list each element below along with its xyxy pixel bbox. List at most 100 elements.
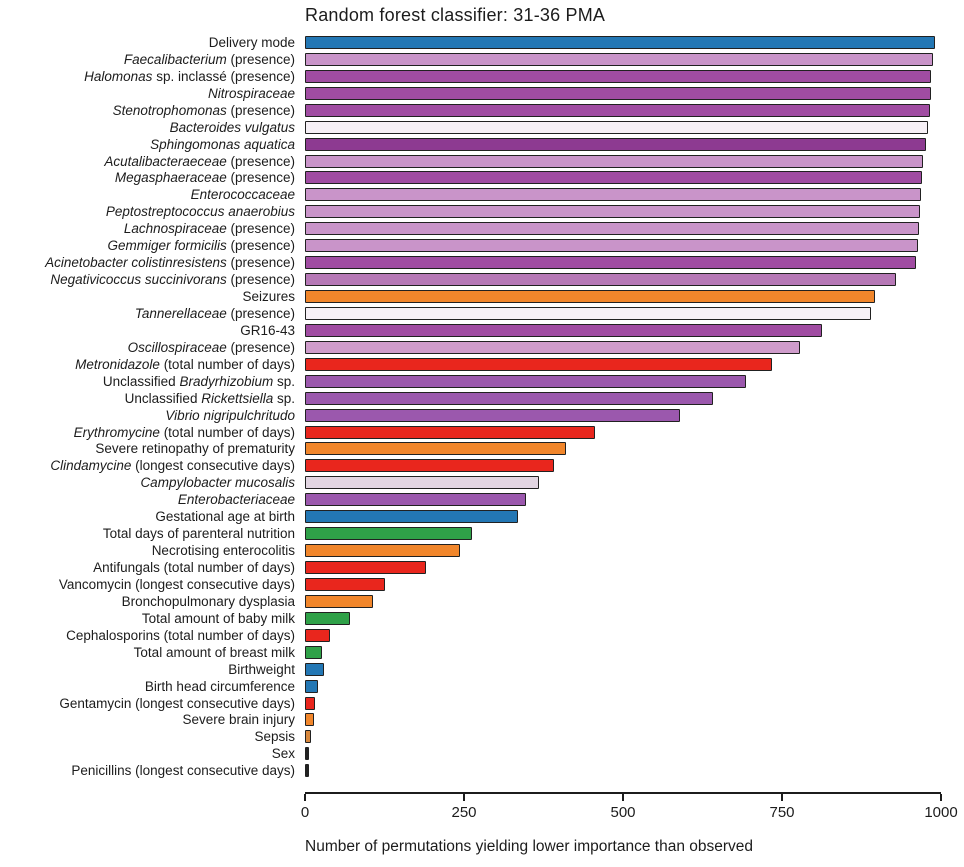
label-segment: (total number of days): [159, 424, 295, 440]
category-label: Gentamycin (longest consecutive days): [0, 696, 305, 711]
label-italic-segment: Erythromycine: [73, 424, 160, 440]
chart-row: Cephalosporins (total number of days): [0, 627, 964, 644]
label-italic-segment: Acutalibacteraeceae: [104, 153, 227, 169]
chart-row: Megasphaeraceae (presence): [0, 170, 964, 187]
x-axis-tick-label: 750: [769, 804, 795, 821]
x-axis-tick: [781, 794, 783, 801]
category-label: Bronchopulmonary dysplasia: [0, 594, 305, 609]
label-segment: Seizures: [242, 289, 295, 305]
chart-title: Random forest classifier: 31-36 PMA: [305, 5, 606, 25]
label-italic-segment: Sphingomonas aquatica: [150, 136, 295, 152]
category-label: Unclassified Bradyrhizobium sp.: [0, 374, 305, 389]
label-italic-segment: Enterococcaceae: [190, 187, 295, 203]
category-label: Unclassified Rickettsiella sp.: [0, 391, 305, 406]
label-segment: Bronchopulmonary dysplasia: [121, 593, 295, 609]
category-label: Lachnospiraceae (presence): [0, 221, 305, 236]
x-axis-tick-label: 250: [451, 804, 477, 821]
category-label: Faecalibacterium (presence): [0, 52, 305, 67]
label-segment: Penicillins (longest consecutive days): [71, 763, 295, 779]
chart-row: GR16-43: [0, 322, 964, 339]
bar: [305, 323, 823, 337]
category-label: Oscillospiraceae (presence): [0, 340, 305, 355]
category-label: Negativicoccus succinivorans (presence): [0, 272, 305, 287]
chart-row: Sex: [0, 745, 964, 762]
category-label: Gemmiger formicilis (presence): [0, 238, 305, 253]
label-italic-segment: Campylobacter mucosalis: [140, 475, 295, 491]
category-label: Acinetobacter colistinresistens (presenc…: [0, 255, 305, 270]
chart-row: Gestational age at birth: [0, 508, 964, 525]
category-label: Stenotrophomonas (presence): [0, 103, 305, 118]
bar: [305, 611, 350, 625]
category-label: Sex: [0, 746, 305, 761]
label-italic-segment: Negativicoccus succinivorans: [50, 272, 227, 288]
x-axis-tick-label: 500: [610, 804, 636, 821]
bar: [305, 154, 924, 168]
bar: [305, 222, 919, 236]
label-segment: (presence): [226, 221, 295, 237]
chart-row: Lachnospiraceae (presence): [0, 220, 964, 237]
label-segment: Unclassified: [124, 390, 202, 406]
chart-row: Enterococcaceae: [0, 186, 964, 203]
category-label: Tannerellaceae (presence): [0, 306, 305, 321]
bar-chart-rows: Delivery mode Faecalibacterium (presence)…: [0, 34, 964, 779]
bar: [305, 476, 540, 490]
label-segment: Severe brain injury: [182, 712, 295, 728]
category-label: Peptostreptococcus anaerobius: [0, 204, 305, 219]
label-segment: sp. inclassé (presence): [152, 68, 295, 84]
chart-row: Tannerellaceae (presence): [0, 305, 964, 322]
bar: [305, 374, 746, 388]
bar: [305, 544, 460, 558]
label-segment: (presence): [226, 170, 295, 186]
bar: [305, 188, 921, 202]
label-segment: Total days of parenteral nutrition: [102, 526, 295, 542]
label-italic-segment: Tannerellaceae: [134, 305, 227, 321]
bar: [305, 357, 773, 371]
chart-row: Metronidazole (total number of days): [0, 356, 964, 373]
category-label: Vancomycin (longest consecutive days): [0, 577, 305, 592]
label-segment: (presence): [226, 238, 295, 254]
chart-row: Birthweight: [0, 661, 964, 678]
chart-row: Nitrospiraceae: [0, 85, 964, 102]
chart-row: Unclassified Rickettsiella sp.: [0, 390, 964, 407]
category-label: Vibrio nigripulchritudo: [0, 408, 305, 423]
label-segment: (total number of days): [159, 356, 295, 372]
bar: [305, 290, 876, 304]
category-label: Metronidazole (total number of days): [0, 357, 305, 372]
bar: [305, 493, 526, 507]
category-label: Clindamycine (longest consecutive days): [0, 458, 305, 473]
bar: [305, 205, 920, 219]
bar: [305, 527, 472, 541]
bar: [305, 628, 330, 642]
bar: [305, 747, 309, 761]
bar: [305, 52, 933, 66]
label-segment: (presence): [226, 305, 295, 321]
chart-row: Sepsis: [0, 728, 964, 745]
category-label: Total amount of breast milk: [0, 645, 305, 660]
chart-row: Total days of parenteral nutrition: [0, 525, 964, 542]
chart-row: Faecalibacterium (presence): [0, 51, 964, 68]
label-segment: (presence): [226, 153, 295, 169]
bar: [305, 561, 427, 575]
chart-row: Unclassified Bradyrhizobium sp.: [0, 373, 964, 390]
x-axis-line: [305, 792, 941, 794]
label-italic-segment: Gemmiger formicilis: [107, 238, 227, 254]
label-italic-segment: Stenotrophomonas: [112, 102, 227, 118]
label-segment: (presence): [226, 272, 295, 288]
category-label: Erythromycine (total number of days): [0, 425, 305, 440]
bar: [305, 730, 311, 744]
label-segment: Birth head circumference: [144, 678, 295, 694]
category-label: Necrotising enterocolitis: [0, 543, 305, 558]
x-axis-tick: [304, 794, 306, 801]
category-label: Enterobacteriaceae: [0, 492, 305, 507]
category-label: Penicillins (longest consecutive days): [0, 763, 305, 778]
label-segment: Sex: [271, 746, 295, 762]
chart-row: Severe brain injury: [0, 712, 964, 729]
bar: [305, 425, 596, 439]
label-segment: Gentamycin (longest consecutive days): [59, 695, 295, 711]
label-segment: (presence): [226, 102, 295, 118]
label-segment: Birthweight: [228, 661, 295, 677]
bar: [305, 764, 309, 778]
label-segment: sp.: [273, 390, 295, 406]
label-segment: Delivery mode: [208, 34, 295, 50]
category-label: Severe retinopathy of prematurity: [0, 441, 305, 456]
